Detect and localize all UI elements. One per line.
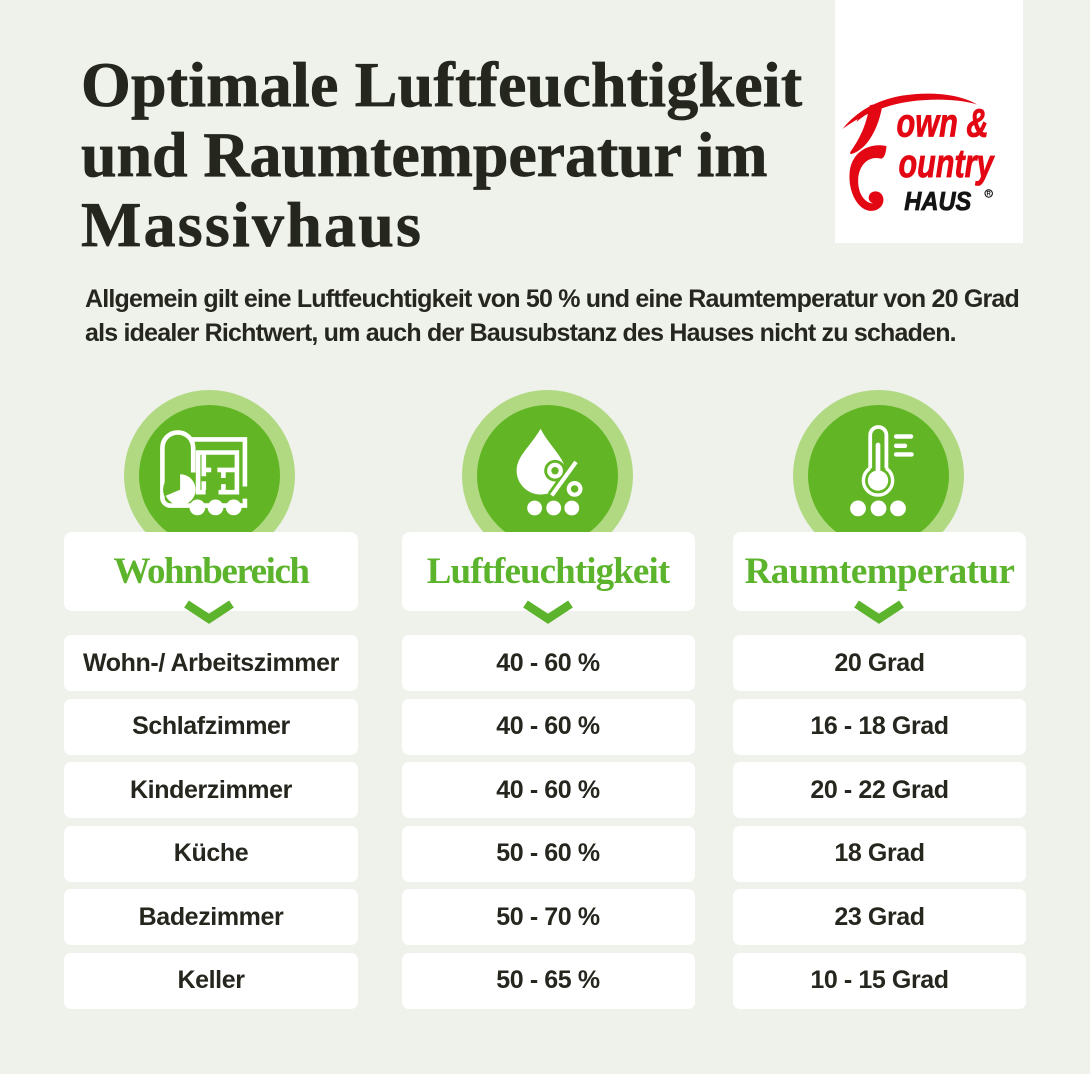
svg-text:own &: own & bbox=[897, 102, 989, 146]
svg-text:HAUS: HAUS bbox=[904, 186, 972, 216]
svg-text:R: R bbox=[987, 192, 992, 198]
svg-text:ountry: ountry bbox=[899, 142, 995, 186]
